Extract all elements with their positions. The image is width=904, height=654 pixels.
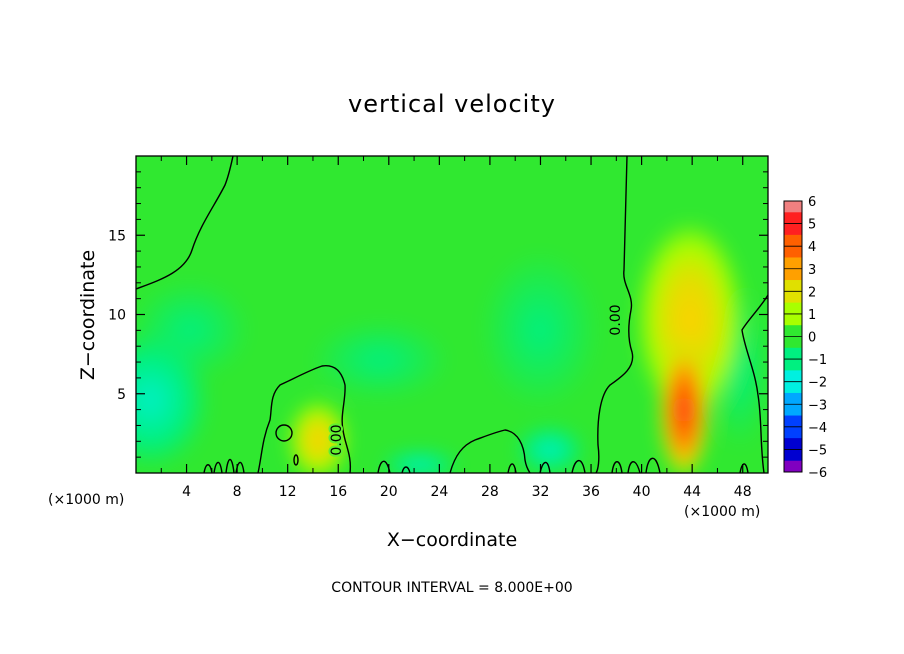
cool-region-bottom-left xyxy=(380,450,460,473)
contour-small-loop xyxy=(275,424,293,442)
colorbar-label: −5 xyxy=(808,443,827,458)
heatmap-blobs xyxy=(136,220,768,473)
contour-upper-left xyxy=(136,156,234,290)
colorbar-label: 5 xyxy=(808,218,816,233)
colorbar-swatch xyxy=(784,381,802,394)
heatmap-field xyxy=(136,156,768,473)
colorbar-swatch xyxy=(784,347,802,360)
x-axis-ticks: 4 8 12 16 20 24 28 32 36 40 44 48 xyxy=(160,156,752,500)
cool-region-mid xyxy=(310,320,450,400)
colorbar-swatch xyxy=(784,438,802,450)
colorbar-swatch xyxy=(784,359,802,371)
updraft-core xyxy=(658,340,710,473)
y-axis-ticks: 5 10 15 xyxy=(108,171,768,458)
y-tick-label: 10 xyxy=(108,308,126,324)
y-axis-label: Z−coordinate xyxy=(77,250,99,380)
contour-lines: 0.00 0.00 xyxy=(136,156,768,473)
colorbar-swatch xyxy=(784,201,802,213)
colorbar-label: −1 xyxy=(808,353,827,368)
colorbar-label: 4 xyxy=(808,240,816,255)
y-tick-label: 5 xyxy=(117,387,126,403)
cool-region-right-low xyxy=(515,425,585,473)
contour-bottom-wiggles xyxy=(203,457,749,473)
colorbar-label: 1 xyxy=(808,308,816,323)
colorbar-swatch xyxy=(784,280,802,292)
x-tick-label: 4 xyxy=(182,484,191,500)
colorbar-label: −3 xyxy=(808,398,827,413)
contour-interval-note: CONTOUR INTERVAL = 8.000E+00 xyxy=(331,580,572,596)
colorbar-swatch xyxy=(784,449,802,462)
x-tick-label: 16 xyxy=(329,484,347,500)
x-multiplier-label: (×1000 m) xyxy=(48,492,124,508)
x-tick-label: 48 xyxy=(734,484,752,500)
contour-right-edge xyxy=(741,294,768,473)
y-tick-label: 15 xyxy=(108,228,126,244)
x-axis-label: X−coordinate xyxy=(387,529,517,551)
colorbar-swatch xyxy=(784,212,802,225)
colorbar-label: 2 xyxy=(808,285,816,300)
x-tick-label: 20 xyxy=(380,484,398,500)
colorbar-label: 0 xyxy=(808,331,816,346)
x-tick-label: 44 xyxy=(683,484,701,500)
cool-region-right xyxy=(480,250,600,410)
colorbar-swatch xyxy=(784,234,802,247)
colorbar-label: −4 xyxy=(808,421,827,436)
colorbar-swatch xyxy=(784,460,802,473)
colorbar-label: 3 xyxy=(808,263,816,278)
x-tick-label: 28 xyxy=(481,484,499,500)
contour-label: 0.00 xyxy=(329,424,345,455)
x-tick-label: 36 xyxy=(582,484,600,500)
colorbar-swatch xyxy=(784,246,802,258)
contour-mid-cell xyxy=(449,429,531,473)
colorbar-swatch xyxy=(784,415,802,428)
colorbar-swatch xyxy=(784,268,802,281)
colorbar-swatch xyxy=(784,223,802,236)
x-tick-label: 24 xyxy=(430,484,448,500)
warm-region-small xyxy=(288,400,348,473)
colorbar-swatch xyxy=(784,302,802,315)
colorbar-swatch xyxy=(784,291,802,304)
x-multiplier-label-right: (×1000 m) xyxy=(684,504,760,520)
colorbar-swatch xyxy=(784,325,802,337)
cool-region-left-upper xyxy=(136,280,250,380)
colorbar-swatch xyxy=(784,336,802,349)
contour-left-cell xyxy=(257,365,352,473)
contour-label: 0.00 xyxy=(608,304,624,335)
colorbar-swatch xyxy=(784,313,802,326)
x-tick-label: 8 xyxy=(233,484,242,500)
colorbar-label: 6 xyxy=(808,195,816,210)
colorbar-label: −2 xyxy=(808,376,827,391)
contour-small-loop xyxy=(293,454,299,466)
x-tick-label: 40 xyxy=(633,484,651,500)
x-tick-label: 32 xyxy=(532,484,550,500)
chart-title: vertical velocity xyxy=(348,90,556,118)
colorbar-swatch xyxy=(784,426,802,439)
contour-right-zero xyxy=(595,156,634,473)
colorbar-swatch xyxy=(784,404,802,417)
colorbar-swatch xyxy=(784,392,802,405)
colorbar-swatch xyxy=(784,257,802,270)
colorbar-label: −6 xyxy=(808,466,827,481)
colorbar: 6 5 4 3 2 1 0 −1 −2 −3 −4 −5 −6 xyxy=(783,195,827,481)
x-tick-label: 12 xyxy=(279,484,297,500)
warm-region-upper xyxy=(635,220,745,420)
colorbar-swatch xyxy=(784,370,802,383)
